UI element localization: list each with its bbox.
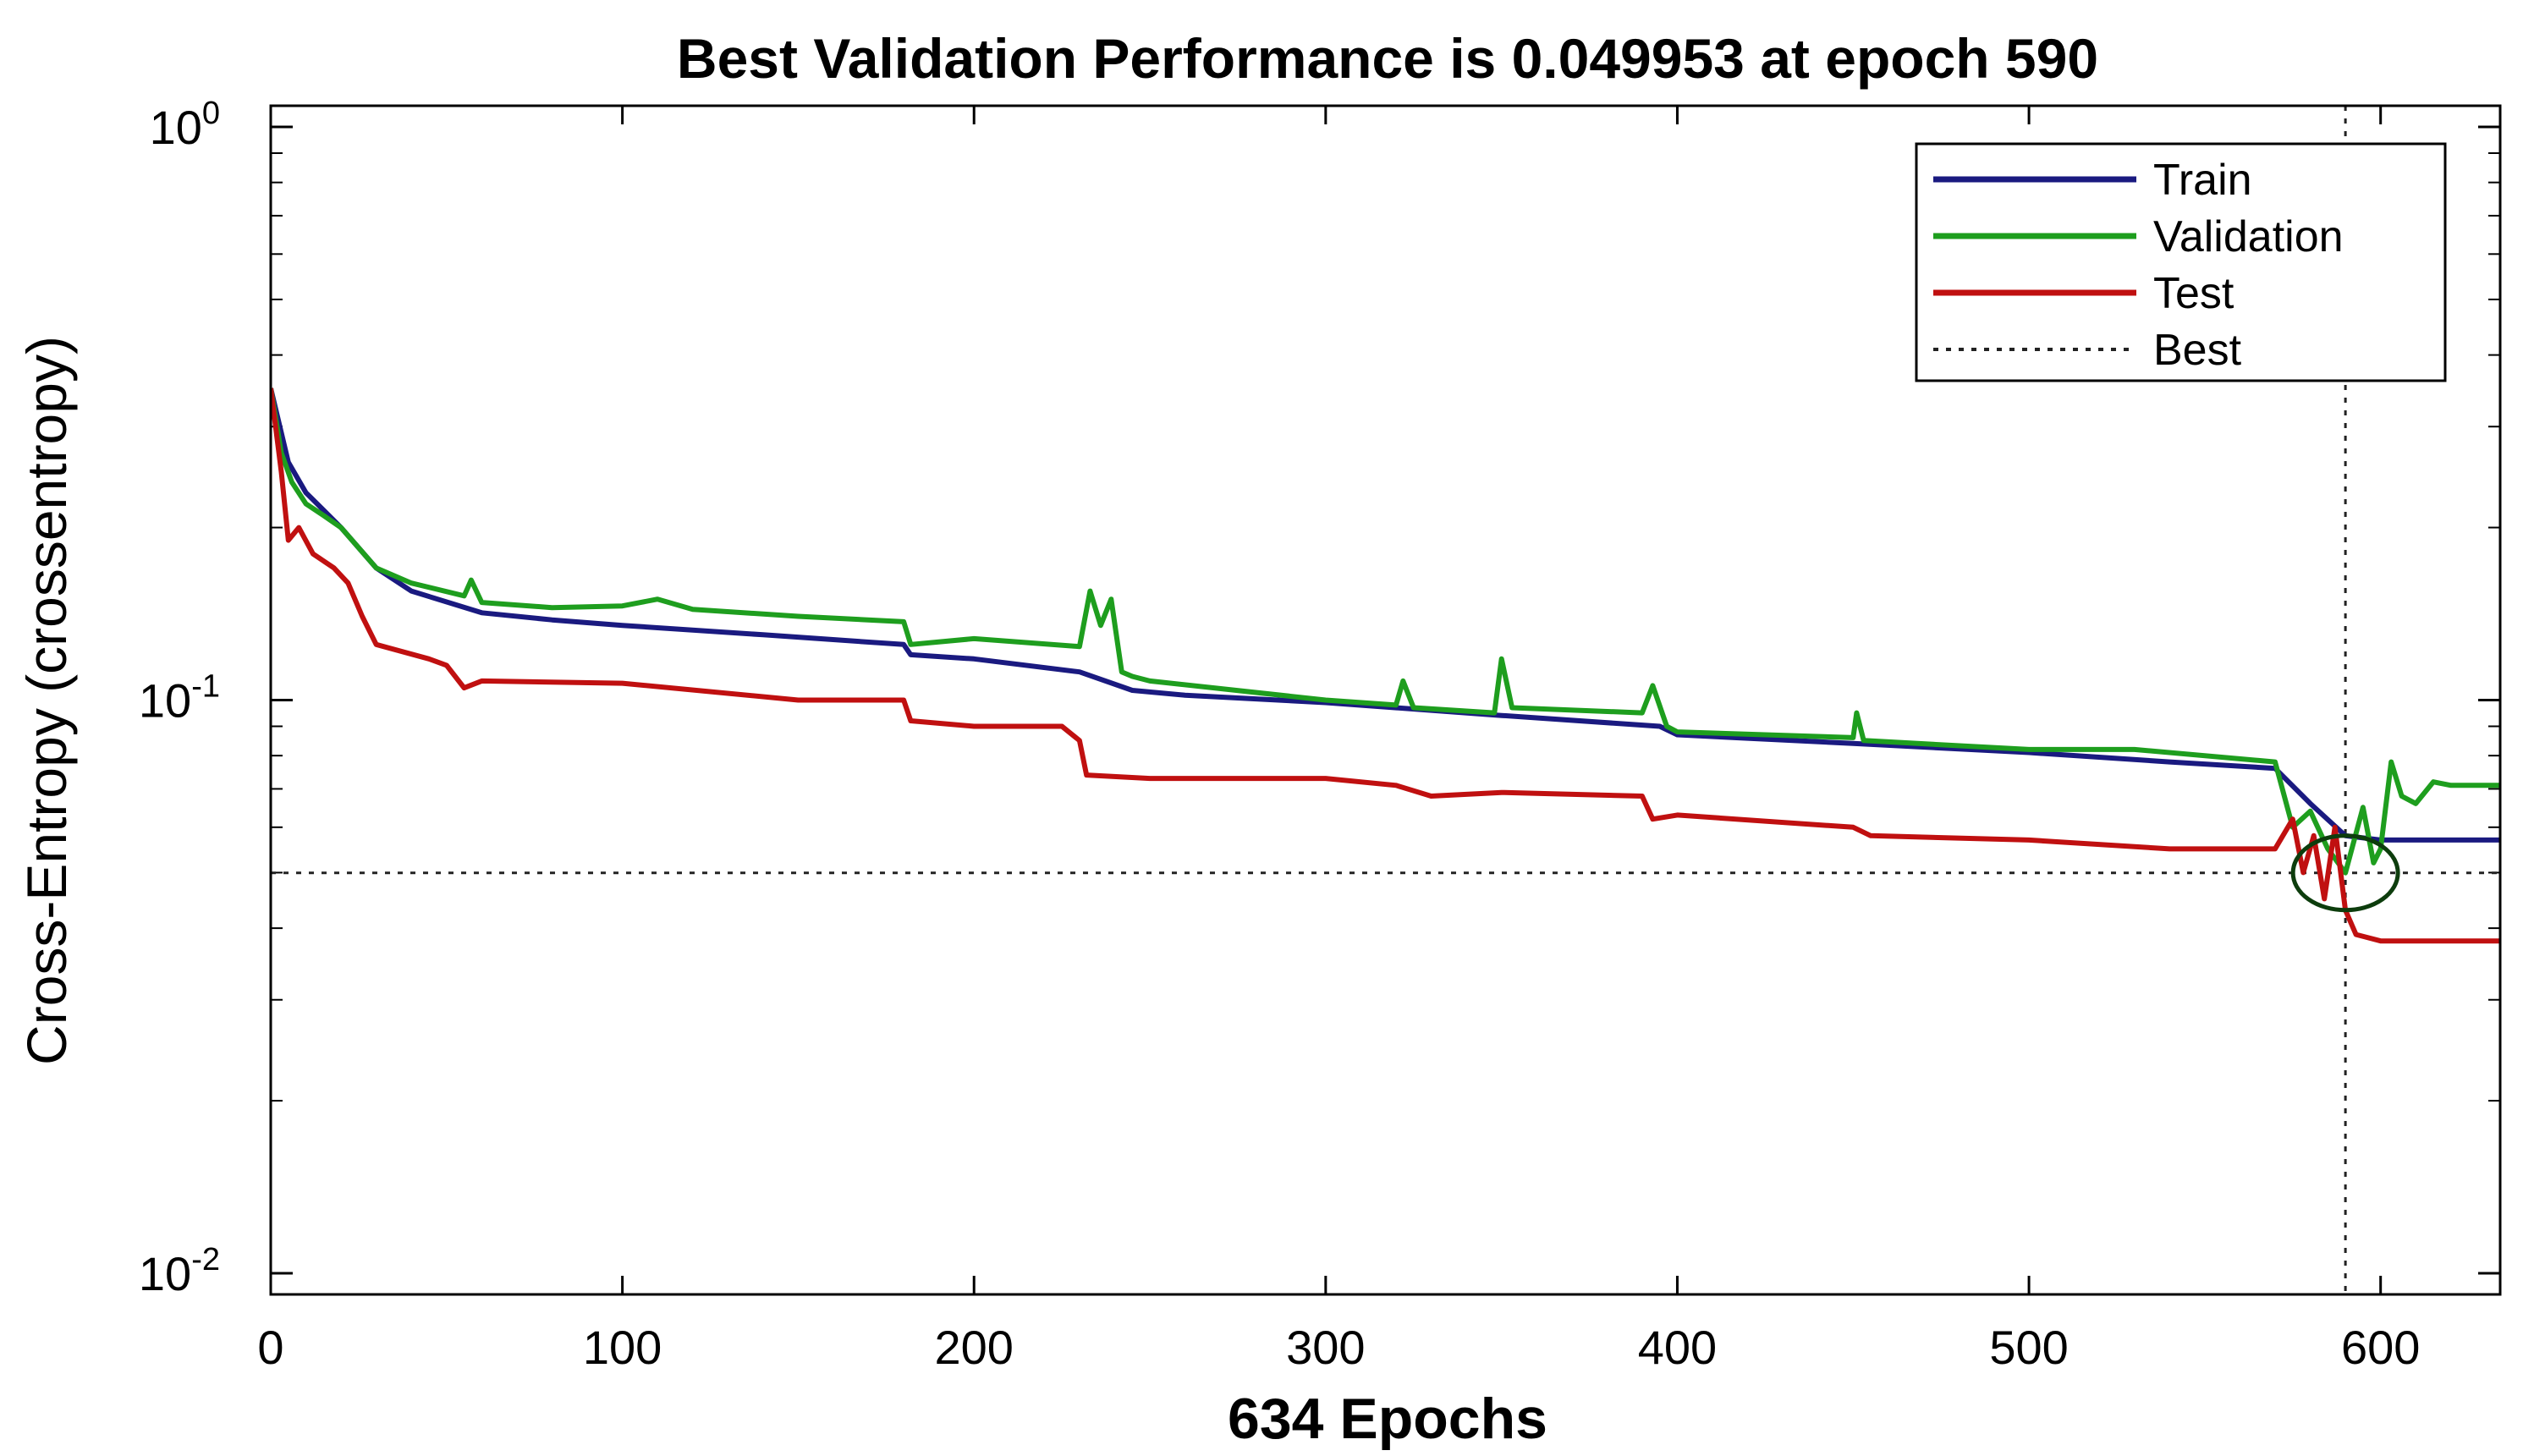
best-point-circle: [2290, 833, 2400, 913]
x-tick-label: 500: [1989, 1321, 2068, 1374]
x-tick-label: 200: [935, 1321, 1014, 1374]
axis-ticks: [269, 106, 2500, 1294]
y-tick-label: 10-1: [139, 669, 220, 728]
x-tick-labels: 0 100 200 300 400 500 600: [257, 1321, 2420, 1374]
plot-frame: [269, 104, 2502, 1296]
y-tick-labels: 100 10-1 10-2: [139, 96, 220, 1300]
y-tick-label: 10-2: [139, 1242, 220, 1300]
chart-title: Best Validation Performance is 0.049953 …: [677, 27, 2098, 90]
legend-train-label: Train: [2153, 156, 2252, 205]
x-tick-label: 0: [257, 1321, 283, 1374]
legend-box: [1915, 142, 2447, 382]
x-axis-label: 634 Epochs: [1228, 1387, 1547, 1451]
legend-best-label: Best: [2153, 326, 2242, 375]
x-tick-label: 100: [583, 1321, 662, 1374]
train-series-line: [271, 387, 2500, 843]
x-tick-label: 400: [1638, 1321, 1717, 1374]
legend-test-label: Test: [2153, 269, 2234, 318]
legend: Train Validation Test Best: [1915, 142, 2447, 382]
y-tick-label: 100: [150, 96, 220, 154]
x-tick-label: 300: [1286, 1321, 1365, 1374]
y-axis-label: Cross-Entropy (crossentropy): [15, 336, 78, 1065]
legend-validation-label: Validation: [2153, 212, 2344, 261]
test-series-line: [271, 387, 2500, 944]
x-tick-label: 600: [2341, 1321, 2420, 1374]
